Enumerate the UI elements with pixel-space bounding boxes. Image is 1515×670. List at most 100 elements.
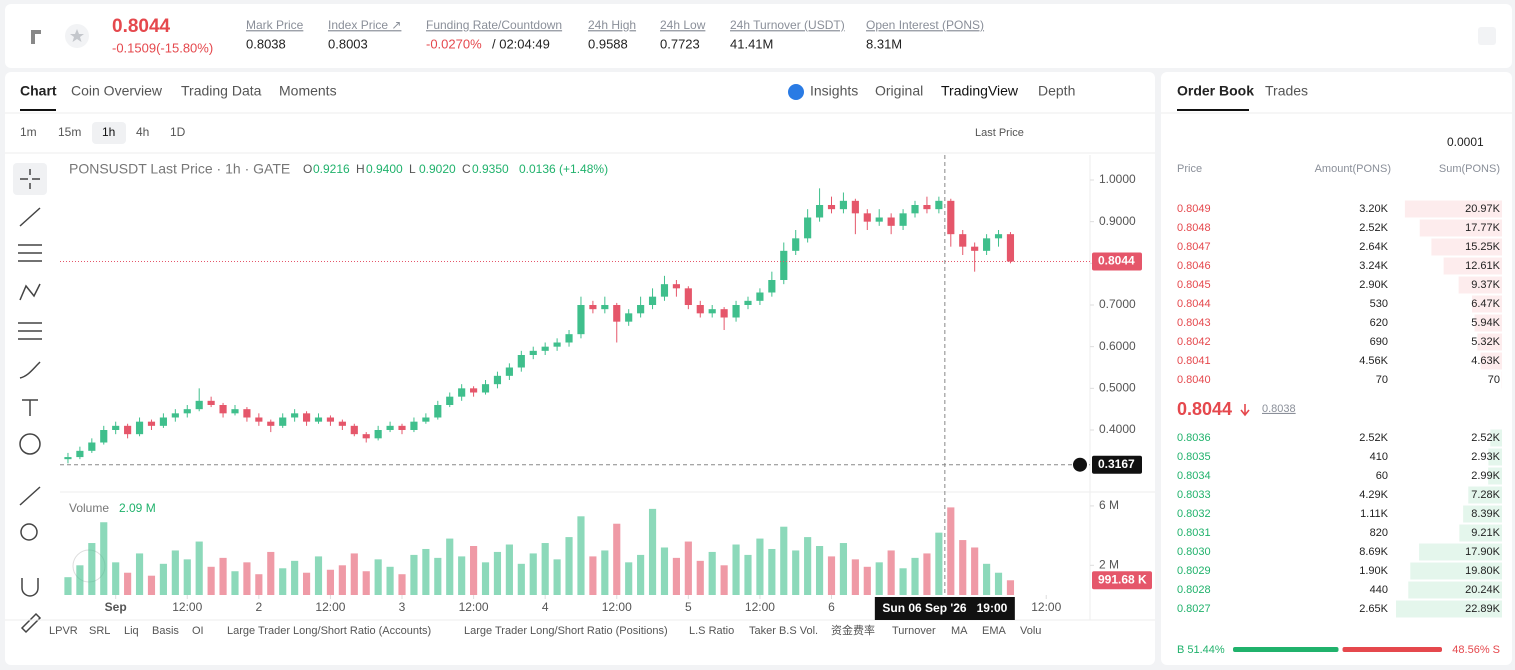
volume-bar [147, 575, 156, 595]
indicator-tab[interactable]: SRL [89, 625, 110, 637]
volume-bar [672, 557, 680, 595]
coin-logo [31, 30, 41, 44]
volume-bar [756, 538, 764, 595]
ob-price[interactable]: 0.8049 [1177, 203, 1211, 215]
candle-body [255, 417, 263, 422]
volume-bar [863, 566, 871, 595]
ob-price[interactable]: 0.8033 [1177, 489, 1211, 501]
indicator-tab[interactable]: Turnover [892, 625, 936, 637]
candle-body [326, 417, 335, 422]
depth-bar [1458, 276, 1502, 294]
view-tab[interactable]: TradingView [941, 83, 1019, 99]
ob-sum: 2.52K [1471, 432, 1500, 444]
interval[interactable]: 15m [58, 125, 81, 139]
candle-body [231, 409, 239, 414]
ob-price[interactable]: 0.8036 [1177, 432, 1211, 444]
ob-price[interactable]: 0.8035 [1177, 451, 1211, 463]
volume-bar [648, 508, 657, 595]
x-tick-label: 12:00 [315, 600, 345, 614]
ob-tab[interactable]: Trades [1265, 83, 1308, 99]
candle-body [446, 396, 454, 405]
volume-bar [100, 522, 108, 595]
candle-body [911, 205, 919, 214]
indicator-tab[interactable]: LPVR [49, 625, 78, 637]
volume-bar [446, 538, 454, 595]
ob-sum: 20.97K [1465, 203, 1501, 215]
candle-body [207, 400, 215, 405]
ob-sum: 2.93K [1471, 451, 1500, 463]
layout-button[interactable] [1478, 27, 1496, 45]
ob-tab[interactable]: Order Book [1177, 83, 1254, 99]
interval[interactable]: 1m [20, 125, 37, 139]
tab[interactable]: Chart [20, 83, 57, 99]
ob-price[interactable]: 0.8028 [1177, 584, 1211, 596]
ob-precision[interactable]: 0.0001 [1447, 135, 1484, 149]
depth-bar [1431, 238, 1502, 256]
x-tick-label: 6 [828, 600, 835, 614]
ob-price[interactable]: 0.8042 [1177, 336, 1211, 348]
volume-bar [565, 537, 573, 595]
candle-body [863, 213, 871, 222]
volume-bar [493, 551, 502, 595]
indicator-tab[interactable]: EMA [982, 625, 1007, 637]
insights-icon [788, 84, 804, 100]
indicator-tab[interactable]: Taker B.S Vol. [749, 625, 818, 637]
ob-mid-price: 0.8044 [1177, 399, 1232, 419]
ob-amount: 1.11K [1360, 508, 1389, 520]
tab[interactable]: Trading Data [181, 83, 262, 99]
interval[interactable]: 1h [102, 125, 115, 139]
volume-bar [135, 553, 144, 595]
candle-body [839, 200, 848, 210]
price-type[interactable]: Last Price [975, 127, 1024, 139]
indicator-tab[interactable]: L.S Ratio [689, 625, 734, 637]
interval[interactable]: 4h [136, 125, 149, 139]
indicator-tab[interactable]: OI [192, 625, 204, 637]
candle-body [350, 425, 358, 435]
volume-bar [732, 544, 740, 595]
ob-price[interactable]: 0.8040 [1177, 374, 1211, 386]
ob-price[interactable]: 0.8032 [1177, 508, 1211, 520]
ob-price[interactable]: 0.8041 [1177, 355, 1211, 367]
indicator-tab[interactable]: Volu [1020, 625, 1041, 637]
indicator-tab[interactable]: MA [951, 625, 968, 637]
indicator-tab[interactable]: Basis [152, 625, 179, 637]
candle-body [159, 417, 167, 426]
add-order-button[interactable] [1073, 457, 1087, 472]
interval[interactable]: 1D [170, 125, 186, 139]
ob-price[interactable]: 0.8045 [1177, 279, 1211, 291]
last-volume-label: 991.68 K [1098, 572, 1147, 586]
indicator-tab[interactable]: 资金费率 [831, 623, 875, 637]
y-tick-label: 0.9000 [1099, 214, 1136, 228]
ob-price[interactable]: 0.8047 [1177, 241, 1211, 253]
ob-price[interactable]: 0.8034 [1177, 470, 1211, 482]
crosshair-price-tag [1092, 455, 1142, 474]
depth-bar [1472, 295, 1502, 313]
candle-body [887, 217, 895, 226]
ob-sum: 70 [1488, 374, 1500, 386]
indicator-tab[interactable]: Liq [124, 625, 139, 637]
stat-value: 8.31M [866, 36, 902, 51]
ob-price[interactable]: 0.8030 [1177, 546, 1211, 558]
view-tab[interactable]: Depth [1038, 83, 1075, 99]
ob-price[interactable]: 0.8029 [1177, 565, 1211, 577]
ob-price[interactable]: 0.8048 [1177, 222, 1211, 234]
indicator-tab[interactable]: Large Trader Long/Short Ratio (Accounts) [227, 625, 431, 637]
indicator-tab[interactable]: Large Trader Long/Short Ratio (Positions… [464, 625, 668, 637]
tab[interactable]: Moments [279, 83, 337, 99]
view-tab[interactable]: Original [875, 83, 923, 99]
volume-bar [88, 543, 96, 595]
legend-value: 0.9020 [419, 162, 456, 176]
volume-bar [398, 574, 406, 595]
tab[interactable]: Coin Overview [71, 83, 163, 99]
ob-price[interactable]: 0.8031 [1177, 527, 1211, 539]
ob-price[interactable]: 0.8044 [1177, 298, 1211, 310]
candle-body [851, 200, 859, 214]
ob-price[interactable]: 0.8027 [1177, 603, 1211, 615]
ob-price[interactable]: 0.8046 [1177, 260, 1211, 272]
volume-bar [458, 556, 466, 595]
candle-body [195, 400, 203, 410]
ob-amount: 440 [1370, 584, 1388, 596]
view-tab[interactable]: Insights [810, 83, 858, 99]
ob-price[interactable]: 0.8043 [1177, 317, 1211, 329]
